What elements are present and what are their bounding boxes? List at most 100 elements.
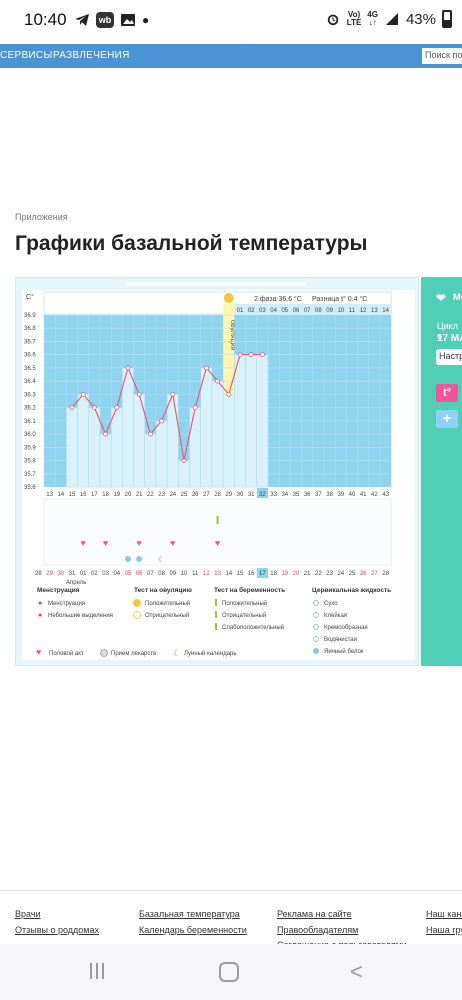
add-temperature-button[interactable]: t° (436, 384, 458, 402)
calendar-date-label: 07 (147, 571, 154, 577)
battery-percent: 43% (405, 10, 436, 28)
calendar-date-label: 28 (382, 571, 389, 577)
calendar-date-label: 01 (80, 571, 87, 577)
legend-item-cervical: Кремообразная (324, 625, 368, 631)
temperature-bar (166, 394, 179, 488)
legend-item-pregnancy-test: Положительный (222, 600, 267, 607)
nav-item-services[interactable]: СЕРВИСЫ (0, 50, 53, 61)
footer-link-channel[interactable]: Наш кана (426, 909, 462, 919)
cycle-day-label: 21 (136, 492, 143, 498)
android-navigation-bar: < (0, 944, 462, 1000)
calendar-month-label: Апрель (66, 580, 86, 586)
footer-link-group[interactable]: Наша гру (426, 925, 462, 935)
breadcrumb[interactable]: Приложения (15, 212, 68, 222)
cycle-day-label: 36 (304, 492, 311, 498)
date-label: 17 МА (437, 333, 462, 344)
calendar-date-label: 06 (136, 571, 143, 577)
today-highlight (256, 568, 268, 578)
top-row-day-label: 06 (293, 308, 300, 314)
cycle-day-label: 15 (69, 492, 76, 498)
calendar-date-label: 15 (237, 571, 244, 577)
temperature-point (103, 431, 108, 437)
settings-button[interactable]: Настр (436, 349, 462, 365)
cycle-day-label: 43 (382, 492, 389, 498)
legend-item-menstruation: Менструация (48, 601, 85, 607)
calendar-date-label: 09 (169, 571, 176, 577)
search-input[interactable]: Поиск по (422, 48, 462, 64)
calendar-date-label: 10 (181, 571, 188, 577)
back-icon[interactable]: < (350, 959, 363, 984)
cycle-day-label: 37 (315, 492, 322, 498)
heart-icon: ♥ (36, 647, 41, 657)
temperature-point (147, 431, 153, 437)
cycle-day-label: 40 (349, 492, 356, 498)
footer-link-pregnancy-calendar[interactable]: Календарь беременности (139, 925, 247, 935)
footer-link-advertising[interactable]: Реклама на сайте (277, 909, 352, 919)
calendar-date-label: 14 (225, 571, 232, 577)
temperature-bar (99, 433, 112, 488)
calendar-date-label: 30 (57, 571, 64, 577)
temperature-point (259, 352, 265, 358)
legend-item-lunar: Лунный календарь (184, 650, 237, 657)
home-icon[interactable] (219, 962, 239, 982)
y-tick-label: 36.4 (24, 379, 36, 385)
calendar-date-label: 17 (259, 571, 266, 577)
recent-apps-icon[interactable] (90, 963, 108, 981)
cycle-day-label: 22 (147, 492, 154, 498)
cycle-day-label: 32 (259, 492, 266, 498)
temperature-bar (77, 394, 90, 488)
cycle-day-label: 42 (371, 492, 378, 498)
temperature-diff-label: Разница t° 0.4 °C (312, 295, 367, 303)
calendar-date-label: 18 (270, 571, 277, 577)
cycle-day-label: 26 (192, 492, 199, 498)
cycle-day-label: 19 (113, 492, 120, 498)
pregnancy-test-icon (215, 599, 217, 606)
widget-scrollbar[interactable] (126, 282, 306, 286)
calendar-date-label: 04 (113, 571, 120, 577)
heart-icon: ♥ (81, 538, 86, 548)
footer-link-doctors[interactable]: Врачи (15, 909, 41, 919)
temperature-bar (222, 394, 235, 488)
calendar-date-label: 05 (125, 571, 132, 577)
phase2-header (234, 304, 392, 314)
cycle-day-label: 34 (281, 492, 288, 498)
bbt-chart-widget: овуляция 2 фаза 36.6 °C Разница t° 0.4 °C 0… (15, 277, 419, 666)
legend-item-cervical: Яичный белок (324, 648, 364, 655)
ovulation-test-icon (133, 611, 141, 619)
top-row-day-label: 11 (349, 308, 356, 314)
y-tick-label: 36.6 (24, 353, 36, 359)
top-row-day-label: 03 (259, 308, 266, 314)
calendar-date-label: 12 (203, 571, 210, 577)
add-entry-button[interactable]: + (436, 410, 458, 428)
more-notifications-icon: ● (142, 13, 150, 27)
cervical-fluid-icon (313, 624, 319, 630)
footer-link-rights-holders[interactable]: Правообладателям (277, 925, 359, 935)
temperature-bar (110, 407, 123, 488)
cycle-day-label: 38 (326, 492, 333, 498)
page-title: Графики базальной температуры (15, 232, 368, 255)
y-tick-label: 36.7 (24, 339, 36, 345)
cycle-day-label: 25 (181, 492, 188, 498)
temperature-bar (211, 380, 224, 488)
legend-item-intercourse: Половой акт (49, 650, 84, 657)
calendar-date-label: 26 (360, 571, 367, 577)
top-row-day-label: 04 (270, 308, 277, 314)
cycle-day-label: 20 (125, 492, 132, 498)
menstruation-drop-icon: ● (38, 600, 42, 607)
temperature-bar (66, 407, 78, 488)
temperature-point (215, 378, 221, 384)
calendar-date-label: 28 (35, 571, 42, 577)
calendar-date-label: 13 (214, 571, 221, 577)
cycle-day-label: 24 (169, 492, 176, 498)
cycle-day-label: 13 (46, 492, 53, 498)
nav-item-entertainment[interactable]: РАЗВЛЕЧЕНИЯ (53, 50, 130, 61)
current-cycle-day-highlight (256, 488, 268, 498)
y-tick-label: 36.5 (24, 366, 36, 372)
ovulation-marker-icon (223, 293, 234, 303)
cycle-day-label: 35 (293, 492, 300, 498)
footer-link-basal-temperature[interactable]: Базальная температура (139, 909, 240, 919)
temperature-point (80, 391, 86, 397)
footer-link-maternity-reviews[interactable]: Отзывы о роддомах (15, 925, 99, 935)
temperature-bar (178, 460, 190, 488)
